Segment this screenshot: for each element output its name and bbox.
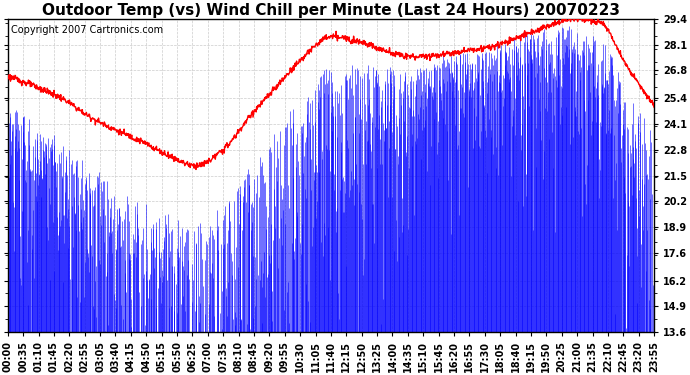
Title: Outdoor Temp (vs) Wind Chill per Minute (Last 24 Hours) 20070223: Outdoor Temp (vs) Wind Chill per Minute … bbox=[42, 3, 620, 18]
Text: Copyright 2007 Cartronics.com: Copyright 2007 Cartronics.com bbox=[11, 25, 163, 35]
